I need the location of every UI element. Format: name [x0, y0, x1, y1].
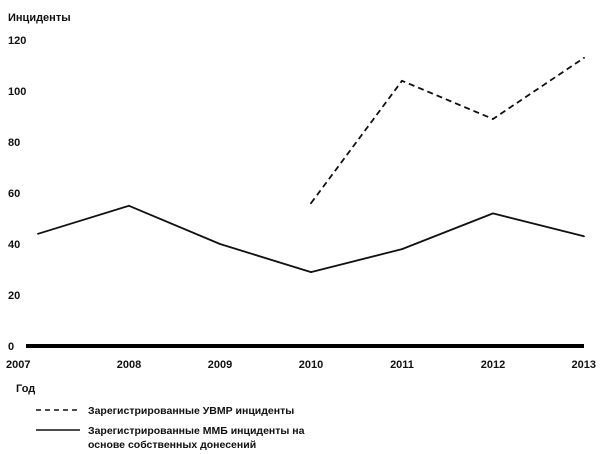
x-tick-label: 2012	[481, 359, 505, 371]
series-1-point	[401, 79, 403, 82]
y-tick-label: 60	[8, 188, 20, 200]
y-tick-label: 40	[8, 239, 20, 251]
x-tick-label: 2010	[299, 359, 323, 371]
y-tick-label: 100	[8, 86, 26, 98]
x-tick-label: 2008	[117, 359, 141, 371]
x-axis-title: Год	[16, 383, 35, 395]
series-1-point	[310, 202, 312, 205]
series-2-point	[128, 204, 130, 207]
series-line-2	[37, 204, 585, 274]
series-2-point	[492, 212, 494, 215]
y-tick-label: 0	[8, 341, 14, 353]
legend: Зарегистрированные УВМР инциденты Зарегис…	[36, 405, 305, 451]
y-axis-ticks: 0 20 40 60 80 100 120	[8, 35, 26, 353]
legend-label-1: Зарегистрированные УВМР инциденты	[88, 405, 294, 417]
series-lines	[37, 56, 585, 274]
y-tick-label: 80	[8, 137, 20, 149]
x-axis-ticks: 2007 2008 2009 2010 2011 2012 2013	[6, 359, 596, 371]
series-2-point	[310, 271, 312, 273]
x-tick-label: 2007	[6, 359, 30, 371]
x-tick-label: 2009	[208, 359, 232, 371]
series-1-point	[583, 56, 585, 59]
y-axis-title: Инциденты	[8, 12, 71, 24]
series-2-point	[401, 248, 403, 251]
x-tick-label: 2013	[572, 359, 596, 371]
series-2-point	[583, 235, 585, 238]
y-tick-label: 20	[8, 290, 20, 302]
legend-label-2: Зарегистрированные ММБ инциденты на основ…	[88, 425, 305, 451]
series-1-point	[492, 118, 494, 120]
series-line-1	[310, 57, 585, 204]
y-tick-label: 120	[8, 35, 26, 47]
series-2-point	[37, 232, 39, 235]
x-tick-label: 2011	[390, 359, 414, 371]
series-2-point	[219, 243, 221, 245]
